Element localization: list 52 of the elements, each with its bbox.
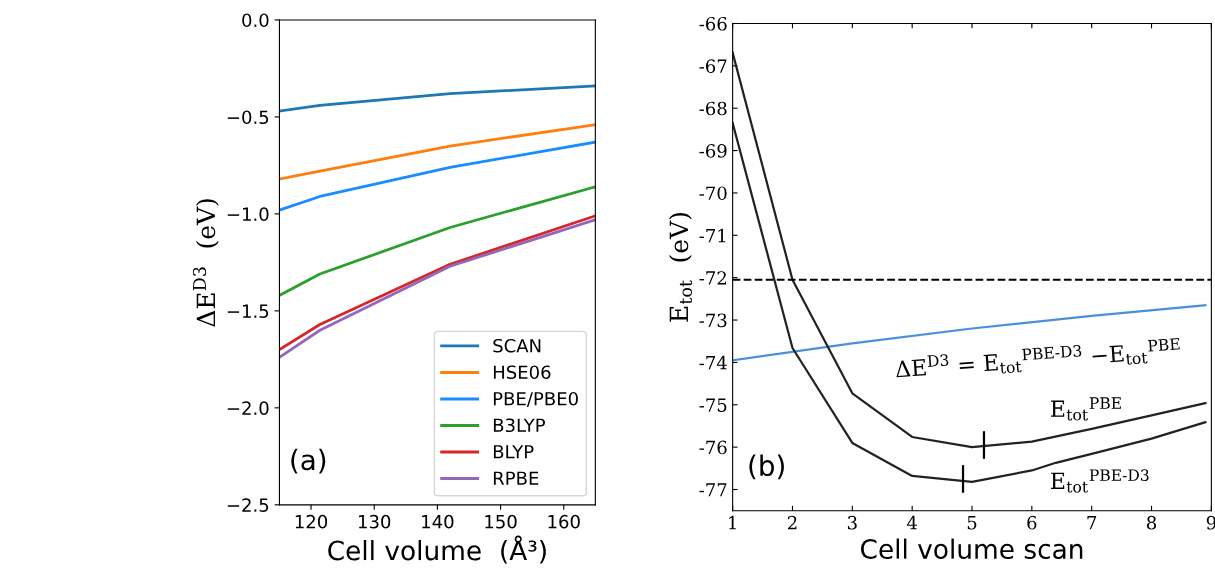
legend-label: HSE06 (493, 365, 551, 380)
y-axis-title: E$_{tot}$ (eV) (668, 213, 693, 322)
line-series (279, 185, 596, 297)
y-tick-label: -77 (699, 483, 727, 497)
legend-label: BLYP (493, 445, 534, 459)
x-tick-label: 7 (1087, 516, 1097, 530)
x-tick-label: 120 (295, 514, 328, 529)
x-tick-label: 5 (967, 516, 977, 530)
x-tick-label: 4 (906, 515, 917, 530)
y-tick-label: -70 (699, 186, 727, 201)
legend-label: SCAN (493, 338, 541, 353)
x-tick-label: 130 (358, 514, 391, 529)
y-tick-label: -69 (699, 144, 727, 158)
y-tick-label: -66 (699, 16, 727, 31)
series-label: E$_{tot}$$^{PBE}$ (1051, 397, 1121, 421)
y-tick-label: -74 (699, 355, 727, 370)
annotation: (b) (749, 454, 784, 480)
x-tick-label: 3 (847, 515, 857, 530)
line-series (279, 123, 596, 181)
y-tick-label: −2.0 (227, 401, 269, 415)
annotation: (a) (291, 448, 326, 474)
x-tick-label: 160 (548, 514, 580, 529)
series-label: E$_{tot}$$^{PBE‑D3}$ (1051, 469, 1149, 493)
y-tick-label: -68 (699, 101, 727, 116)
y-tick-label: −0.5 (227, 110, 269, 125)
y-axis-title: ΔE$^{D3}$ (eV) (192, 199, 219, 327)
x-axis-title: Cell volume (Å³) (328, 535, 546, 564)
line-series (279, 84, 596, 113)
y-tick-label: −1.0 (227, 207, 269, 222)
x-tick-label: 1 (729, 515, 736, 530)
y-tick-label: −1.5 (227, 304, 269, 318)
x-axis-title: Cell volume scan (860, 538, 1083, 560)
x-tick-label: 9 (1206, 515, 1215, 530)
y-tick-label: -72 (699, 271, 727, 285)
y-tick-label: -76 (699, 440, 727, 455)
x-tick-label: 6 (1027, 515, 1037, 530)
x-tick-label: 2 (787, 515, 797, 530)
y-tick-label: −2.5 (227, 498, 269, 512)
x-tick-label: 140 (422, 514, 454, 529)
y-tick-label: -71 (699, 228, 726, 243)
line-series (279, 140, 596, 212)
y-tick-label: -67 (699, 59, 727, 73)
y-tick-label: -73 (699, 313, 727, 328)
x-tick-label: 8 (1146, 515, 1157, 530)
legend-label: PBE/PBE0 (493, 391, 578, 407)
line-series (732, 51, 1207, 449)
y-tick-label: -75 (699, 398, 727, 412)
y-tick-label: 0.0 (242, 13, 269, 28)
x-tick-label: 150 (485, 514, 517, 529)
series-label: ΔE$^{D3}$ = E$_{tot}$$^{PBE‑D3}$ −E$_{tot}$$^{PBE}$ (895, 337, 1181, 381)
legend-label: RPBE (493, 471, 539, 485)
legend-label: B3LYP (493, 418, 545, 433)
